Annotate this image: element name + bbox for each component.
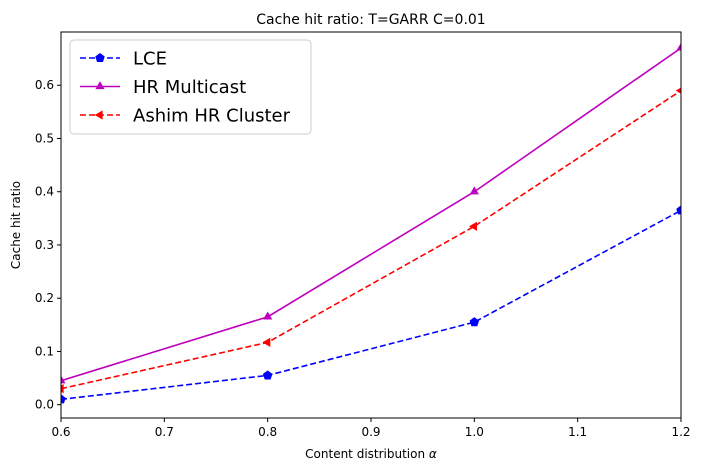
legend-box — [69, 39, 312, 135]
data-point — [61, 394, 66, 404]
data-point — [61, 384, 64, 394]
y-tick-label: 0.0 — [35, 398, 54, 412]
y-tick-label: 0.3 — [35, 238, 54, 252]
legend-marker — [95, 81, 105, 90]
y-tick-label: 0.2 — [35, 291, 54, 305]
y-tick-label: 0.1 — [35, 344, 54, 358]
legend-item-ashim-hr-cluster: Ashim HR Cluster — [80, 106, 291, 127]
legend-marker — [94, 110, 103, 120]
x-axis: 0.6 0.7 0.8 0.9 1.0 1.1 1.2 — [51, 418, 691, 439]
data-point — [676, 42, 681, 51]
x-axis-label-symbol: α — [429, 447, 437, 461]
data-point — [262, 337, 271, 347]
data-point — [262, 370, 273, 380]
legend-label: LCE — [133, 49, 167, 70]
series-ashim-hr-cluster — [61, 87, 681, 394]
legend-label: Ashim HR Cluster — [133, 106, 291, 127]
x-axis-label-text: Content distribution — [305, 447, 425, 461]
data-point — [469, 317, 480, 327]
x-tick-label: 1.0 — [465, 425, 484, 439]
series-lce — [61, 205, 681, 404]
data-point — [469, 221, 477, 231]
x-tick-label: 1.1 — [568, 425, 587, 439]
data-point — [675, 87, 681, 94]
data-point — [469, 186, 479, 195]
data-point — [263, 311, 273, 320]
y-tick-label: 0.6 — [35, 78, 54, 92]
data-point — [676, 205, 681, 215]
data-point — [61, 375, 66, 384]
y-tick-label: 0.5 — [35, 131, 54, 145]
chart-title: Cache hit ratio: T=GARR C=0.01 — [256, 12, 485, 28]
legend-item-lce: LCE — [80, 49, 167, 70]
legend-label: HR Multicast — [133, 77, 246, 98]
x-axis-label: Content distribution α — [305, 447, 437, 461]
y-tick-label: 0.4 — [35, 185, 54, 199]
series-hr-multicast — [61, 42, 681, 384]
legend: LCE HR Multicast Ashim HR Cluster — [69, 39, 312, 135]
legend-marker — [95, 53, 105, 63]
x-tick-label: 0.6 — [51, 425, 70, 439]
y-axis: 0.0 0.1 0.2 0.3 0.4 0.5 0.6 — [35, 78, 61, 412]
x-tick-label: 1.2 — [671, 425, 690, 439]
series-layer — [61, 42, 681, 404]
series-line-ashim-hr-cluster — [61, 89, 681, 390]
y-axis-label: Cache hit ratio — [9, 181, 23, 269]
x-tick-label: 0.8 — [258, 425, 277, 439]
x-tick-label: 0.9 — [361, 425, 380, 439]
series-line-lce — [61, 209, 681, 401]
x-tick-label: 0.7 — [155, 425, 174, 439]
series-line-hr-multicast — [61, 47, 681, 382]
legend-item-hr-multicast: HR Multicast — [80, 77, 246, 98]
